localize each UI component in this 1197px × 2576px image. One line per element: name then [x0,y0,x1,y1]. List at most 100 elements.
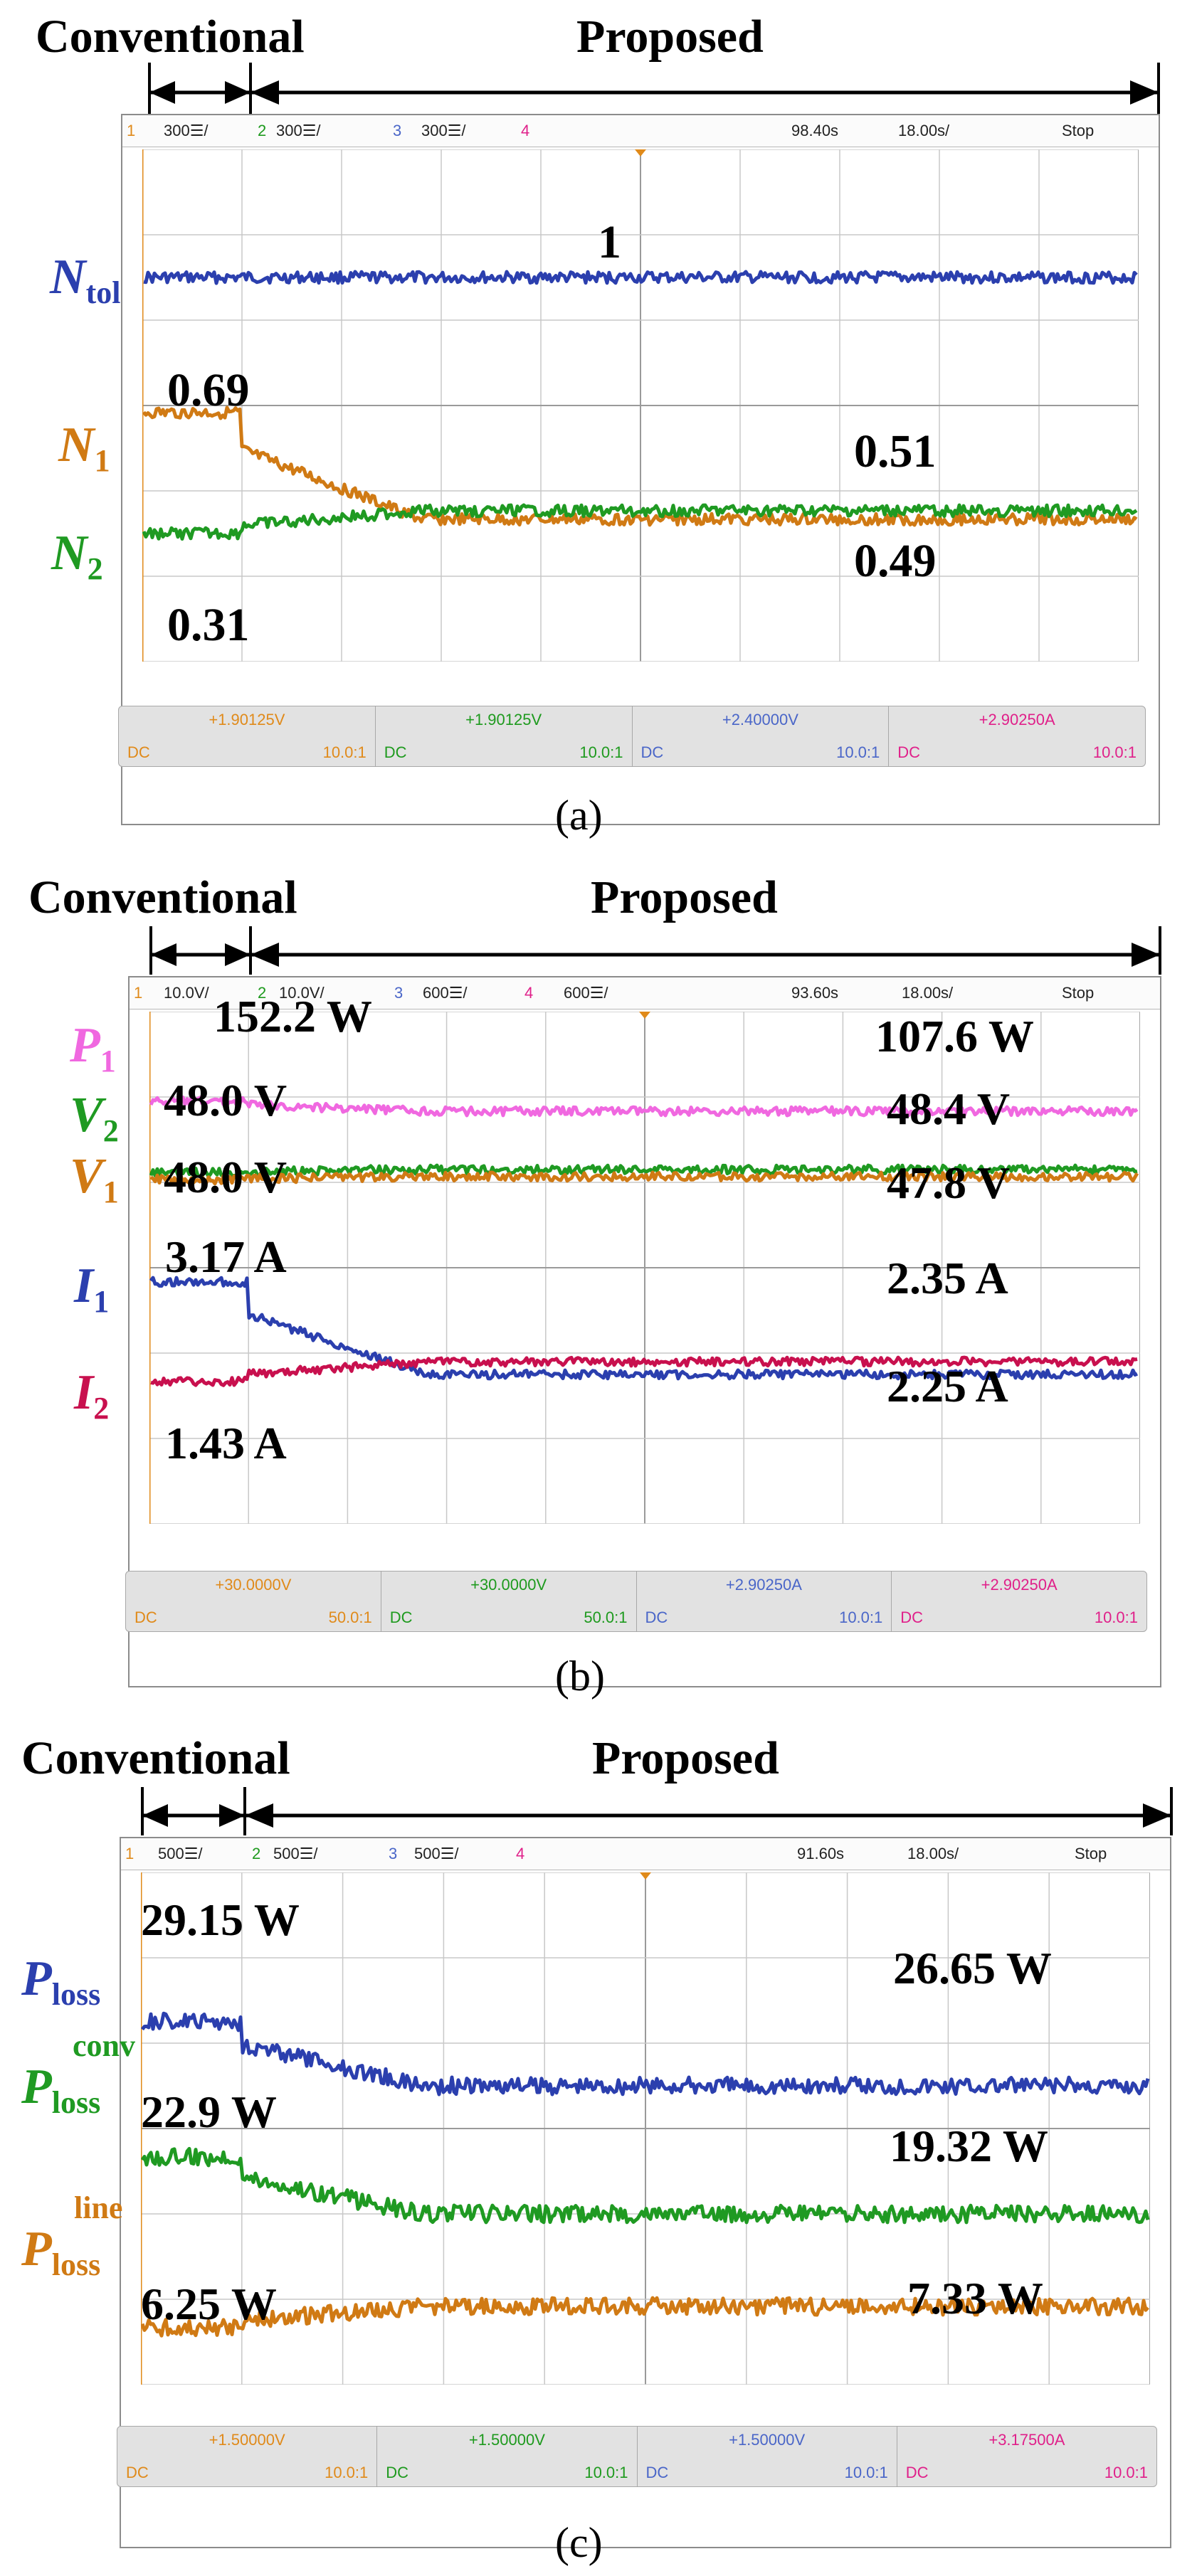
footer-value: +2.90250A [981,1576,1058,1594]
footer-value: +30.0000V [215,1576,292,1594]
grid [142,149,1139,662]
trace-p-loss [141,2011,1150,2097]
span-arrows [148,63,1160,114]
trace-p-1 [149,1095,1139,1118]
header-proposed: Proposed [576,11,764,63]
footer-coupling: DC [645,1608,668,1626]
timebase-readout: 18.00s/ [907,1845,959,1862]
footer-cell-4: +2.90250A DC 10.0:1 [889,706,1145,766]
annotation-pline-before: 6.25 W [141,2279,277,2329]
trace-i-1 [149,1276,1139,1381]
footer-value: +30.0000V [470,1576,547,1594]
trigger-marker [635,149,646,157]
annotation-0-51: 0.51 [854,425,937,477]
caption-b: (b) [555,1653,605,1700]
label-p-loss-conv: Ploss [21,2060,100,2120]
footer-ratio: 50.0:1 [328,1608,372,1626]
trace-i-2 [150,1355,1138,1387]
trace-p-loss-conv [141,2146,1150,2225]
footer-value: +3.17500A [988,2431,1065,2449]
footer-coupling: DC [645,2464,669,2481]
ch1-index: 1 [134,984,143,1002]
plot-area [149,1012,1140,1524]
header-conventional: Conventional [28,871,297,923]
footer-value: +1.90125V [209,711,285,728]
annotation-i2-before: 1.43 A [165,1418,287,1468]
status-readout: Stop [1062,122,1095,139]
ch1-scale: 10.0V/ [164,984,209,1002]
annotation-v1-after: 47.8 V [887,1157,1010,1208]
footer-ratio: 10.0:1 [1094,1608,1138,1626]
scope-screen: 1 10.0V/ 2 10.0V/ 3 600☰/ 4 600☰/ 93.60s… [125,976,1161,1687]
footer-ratio: 10.0:1 [584,2464,628,2481]
footer-ratio: 10.0:1 [1104,2464,1148,2481]
position-readout: 98.40s [791,122,839,139]
ch4-index: 4 [516,1845,525,1862]
footer-cell-3: +2.90250A DC 10.0:1 [637,1571,892,1631]
annotation-0-69: 0.69 [167,364,250,416]
footer-value: +1.50000V [729,2431,806,2449]
ch4-index: 4 [524,984,534,1002]
scope-topbar: 1 500☰/ 2 500☰/ 3 500☰/ 4 91.60s 18.00s/… [121,1838,1170,1870]
caption-a: (a) [555,792,603,839]
span-arrows [149,926,1161,975]
trace-v-1 [149,1170,1139,1186]
footer-ratio: 10.0:1 [579,743,623,761]
ch3-index: 3 [389,1845,398,1862]
label-v-2: V2 [70,1088,119,1148]
annotation-pline-after: 7.33 W [907,2273,1043,2323]
footer-coupling: DC [386,2464,409,2481]
ch1-index: 1 [127,122,136,139]
ch2-index: 2 [258,122,267,139]
ch3-scale: 300☰/ [421,122,466,139]
footer-value: +2.90250A [725,1576,802,1594]
scope-screen: 1 300☰/ 2 300☰/ 3 300☰/ 4 98.40s 18.00s/… [118,114,1160,825]
footer-coupling: DC [905,2464,929,2481]
annotation-i1-before: 3.17 A [165,1231,287,1282]
status-readout: Stop [1062,984,1095,1002]
trigger-marker [640,1872,651,1880]
ch4-scale: 600☰/ [564,984,608,1002]
header-conventional: Conventional [36,11,305,63]
ch4-index: 4 [521,122,530,139]
footer-cell-1: +1.90125V DC 10.0:1 [119,706,376,766]
footer-ratio: 10.0:1 [836,743,880,761]
annotation-0-31: 0.31 [167,599,250,651]
timebase-readout: 18.00s/ [898,122,950,139]
labels-a: Ntol N1 N2 1 0.69 0.31 0.51 0.49 [49,216,937,651]
panel-c: Conventional Proposed 1 500☰/ 2 500☰/ 3 … [0,1722,1197,2576]
ch3-index: 3 [393,122,402,139]
trace-n-tol [143,270,1138,285]
scope-footer: +30.0000V DC 50.0:1 +30.0000V DC 50.0:1 +2.9… [125,1571,1147,1632]
annotation-v1-before: 48.0 V [164,1152,287,1202]
label-i-1: I1 [73,1258,109,1319]
labels-b: P1 V2 V1 I1 I2 152.2 W 48.0 V 48.0 V 3.1… [69,991,1034,1468]
footer-coupling: DC [640,743,664,761]
ch2-scale: 500☰/ [273,1845,318,1862]
footer-cell-2: +30.0000V DC 50.0:1 [381,1571,637,1631]
footer-coupling: DC [900,1608,924,1626]
label-n-2: N2 [51,526,103,586]
footer-value: +1.50000V [209,2431,285,2449]
caption-c: (c) [555,2519,603,2566]
scope-footer: +1.90125V DC 10.0:1 +1.90125V DC 10.0:1 +2.4… [118,706,1146,767]
trace-n-1 [142,406,1138,527]
trigger-marker [639,1012,650,1019]
labels-c: Ploss Ploss conv Ploss line 29.15 W 22.9… [21,1894,1052,2329]
annotation-0-49: 0.49 [854,535,937,587]
footer-coupling: DC [389,1608,413,1626]
label-p-1: P1 [69,1018,116,1078]
footer-coupling: DC [897,743,921,761]
annotation-ploss-before: 29.15 W [141,1894,300,1945]
label-n-tol: Ntol [49,250,120,310]
annotation-pconv-before: 22.9 W [141,2087,277,2137]
footer-cell-1: +30.0000V DC 50.0:1 [126,1571,381,1631]
footer-ratio: 10.0:1 [839,1608,883,1626]
annotation-pconv-after: 19.32 W [890,2121,1048,2171]
plot-area [142,149,1139,662]
footer-cell-2: +1.90125V DC 10.0:1 [376,706,633,766]
footer-ratio: 10.0:1 [844,2464,888,2481]
ch2-scale: 300☰/ [276,122,321,139]
footer-value: +2.90250A [979,711,1055,728]
scope-topbar: 1 300☰/ 2 300☰/ 3 300☰/ 4 98.40s 18.00s/… [122,115,1159,147]
